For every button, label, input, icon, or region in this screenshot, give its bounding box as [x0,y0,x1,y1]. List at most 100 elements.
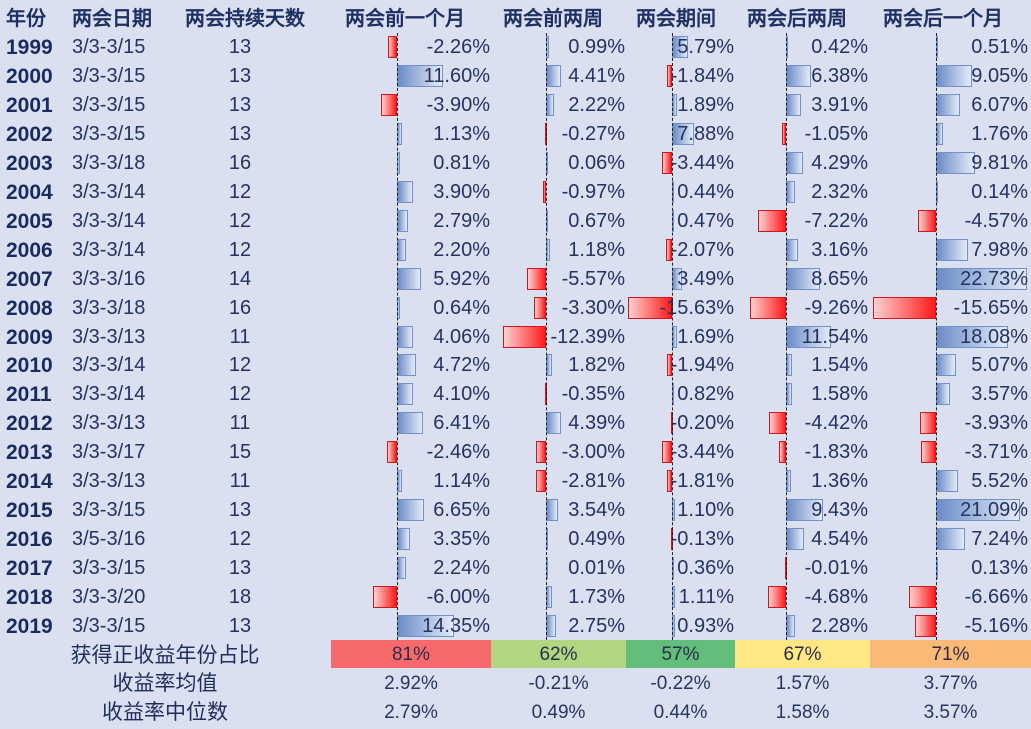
table-row: 2008 3/3-3/18 16 0.64% -3.30% -15.63% -9.26% -1… [0,294,1031,323]
value-after-1m: 3.57% [971,383,1028,406]
mean-after-2w: 1.57% [775,673,830,694]
date-cell: 3/3-3/18 [72,296,146,319]
value-after-1m: -5.16% [964,615,1028,637]
positive-ratio-during: 57% [626,640,735,668]
year-cell: 2000 [6,64,53,88]
mean-after-1m: 3.77% [923,673,978,694]
value-after-2w: 11.54% [801,325,868,348]
date-cell: 3/3-3/13 [72,325,146,348]
value-before-1m: 4.72% [433,354,490,377]
value-after-1m: 0.14% [971,180,1028,203]
value-before-1m: 11.60% [423,64,490,87]
value-before-2w: 4.39% [568,412,625,435]
date-cell: 3/3-3/15 [72,93,146,116]
days-cell: 11 [229,470,251,493]
value-before-1m: 5.92% [433,267,490,290]
year-cell: 2013 [6,441,53,465]
axis-line-before-2w [546,33,547,640]
value-after-2w: 1.58% [811,383,868,406]
days-cell: 12 [228,354,252,377]
table-row: 2011 3/3-3/14 12 4.10% -0.35% 0.82% 1.58% 3.57% [0,380,1031,409]
value-during: 1.10% [677,499,734,522]
header-days: 两会持续天数 [185,6,305,30]
year-cell: 2017 [6,557,53,581]
data-bar-before-2w [534,296,546,319]
table-row: 2006 3/3-3/14 12 2.20% 1.18% -2.07% 3.16% 7.98% [0,236,1031,265]
value-after-2w: 9.43% [811,499,868,522]
value-after-1m: 5.07% [971,354,1028,377]
value-after-1m: -3.71% [964,441,1028,464]
mean-during: -0.22% [650,673,711,694]
value-before-1m: 0.81% [433,151,490,174]
value-after-2w: 2.28% [811,615,868,637]
table-row: 2018 3/3-3/20 18 -6.00% 1.73% 1.11% -4.68% -6.6… [0,583,1031,612]
value-before-2w: 0.49% [568,528,625,551]
value-before-1m: 1.14% [433,470,490,493]
value-before-2w: -12.39% [550,325,626,348]
axis-line-after-1m [936,33,937,640]
data-bar-after-2w [781,122,786,145]
value-after-1m: 21.09% [960,499,1028,522]
value-before-2w: -2.81% [561,470,625,493]
table-row: 2002 3/3-3/15 13 1.13% -0.27% 7.88% -1.05% 1.76… [0,120,1031,149]
value-after-1m: 7.24% [971,528,1028,551]
days-cell: 18 [228,586,252,609]
data-bar-during [662,441,672,464]
table-row: 2019 3/3-3/15 13 14.35% 2.75% 0.93% 2.28% -5.16… [0,612,1031,641]
value-before-2w: 0.01% [568,557,625,580]
date-cell: 3/3-3/13 [72,470,146,493]
data-bar-after-2w [757,209,786,232]
value-after-2w: 6.38% [811,64,868,87]
table-row: 1999 3/3-3/15 13 -2.26% 0.99% 5.79% 0.42% 0.51% [0,33,1031,62]
value-after-1m: 6.07% [971,93,1028,116]
value-before-1m: 4.06% [433,325,490,348]
date-cell: 3/3-3/15 [72,499,146,522]
value-during: 5.79% [677,36,734,58]
date-cell: 3/3-3/14 [72,209,146,232]
data-bar-before-1m [381,93,397,116]
value-after-1m: -15.65% [953,296,1029,319]
value-after-1m: 1.76% [971,122,1028,145]
data-bar-after-1m [873,296,936,319]
date-cell: 3/3-3/14 [72,383,146,406]
value-after-2w: 1.54% [811,354,868,377]
value-before-1m: 3.90% [433,180,490,203]
median-after-2w: 1.58% [775,702,830,723]
days-cell: 13 [228,557,252,580]
value-before-2w: 1.82% [568,354,625,377]
data-bar-after-2w [778,441,786,464]
summary-label-median: 收益率中位数 [102,700,228,724]
value-after-1m: -6.66% [964,586,1028,609]
value-before-1m: 2.79% [433,209,490,232]
value-during: 7.88% [677,122,734,145]
days-cell: 12 [228,238,252,261]
days-cell: 13 [228,93,252,116]
header-after-2w: 两会后两周 [747,6,847,30]
date-cell: 3/3-3/14 [72,238,146,261]
date-cell: 3/3-3/20 [72,586,146,609]
year-cell: 2015 [6,499,53,523]
value-before-2w: 2.22% [568,93,625,116]
value-before-1m: 14.35% [422,615,490,637]
value-before-2w: 3.54% [568,499,625,522]
data-bar-during [666,64,672,87]
value-after-1m: 0.51% [971,36,1028,58]
header-date: 两会日期 [72,6,152,30]
year-cell: 2004 [6,180,53,204]
header-during: 两会期间 [636,6,716,30]
days-cell: 16 [228,151,252,174]
days-cell: 11 [229,325,251,348]
value-after-2w: -9.26% [804,296,868,319]
table-row: 2015 3/3-3/15 13 6.65% 3.54% 1.10% 9.43% 21.09% [0,496,1031,525]
days-cell: 13 [228,122,252,145]
header-after-1m: 两会后一个月 [883,6,1003,30]
header-before-2w: 两会前两周 [503,6,603,30]
median-during: 0.44% [653,702,708,723]
axis-line-before-1m [397,33,398,640]
days-cell: 12 [228,180,252,203]
table-row: 2001 3/3-3/15 13 -3.90% 2.22% 1.89% 3.91% 6.07% [0,91,1031,120]
table-row: 2004 3/3-3/14 12 3.90% -0.97% 0.44% 2.32% 0.14% [0,178,1031,207]
data-bar-before-2w [535,441,546,464]
value-before-2w: -3.30% [561,296,625,319]
median-after-1m: 3.57% [923,702,978,723]
